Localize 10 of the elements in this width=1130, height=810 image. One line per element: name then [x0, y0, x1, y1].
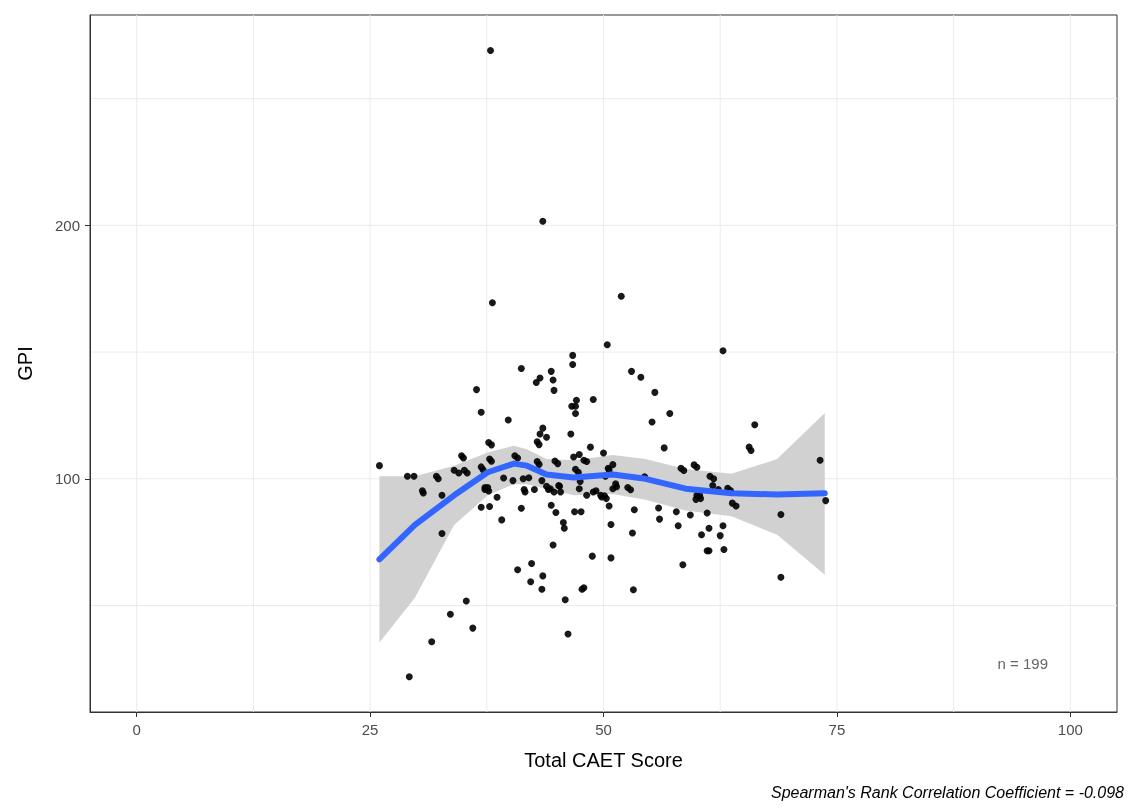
annotation: n = 199	[997, 655, 1048, 672]
text: Spearman's Rank Correlation Coefficient = -0.098	[770, 783, 1125, 801]
y-tick-label: 200	[54, 216, 80, 234]
x-tick-label: 0	[132, 721, 141, 738]
x-tick-label: 75	[828, 721, 846, 738]
x-axis-title: Total CAET Score	[524, 749, 683, 771]
x-tick-label: 100	[1057, 721, 1083, 738]
y-axis-title: GPI	[14, 346, 36, 381]
x-tick-label: 25	[361, 721, 379, 738]
x-tick-label: 50	[595, 721, 612, 738]
